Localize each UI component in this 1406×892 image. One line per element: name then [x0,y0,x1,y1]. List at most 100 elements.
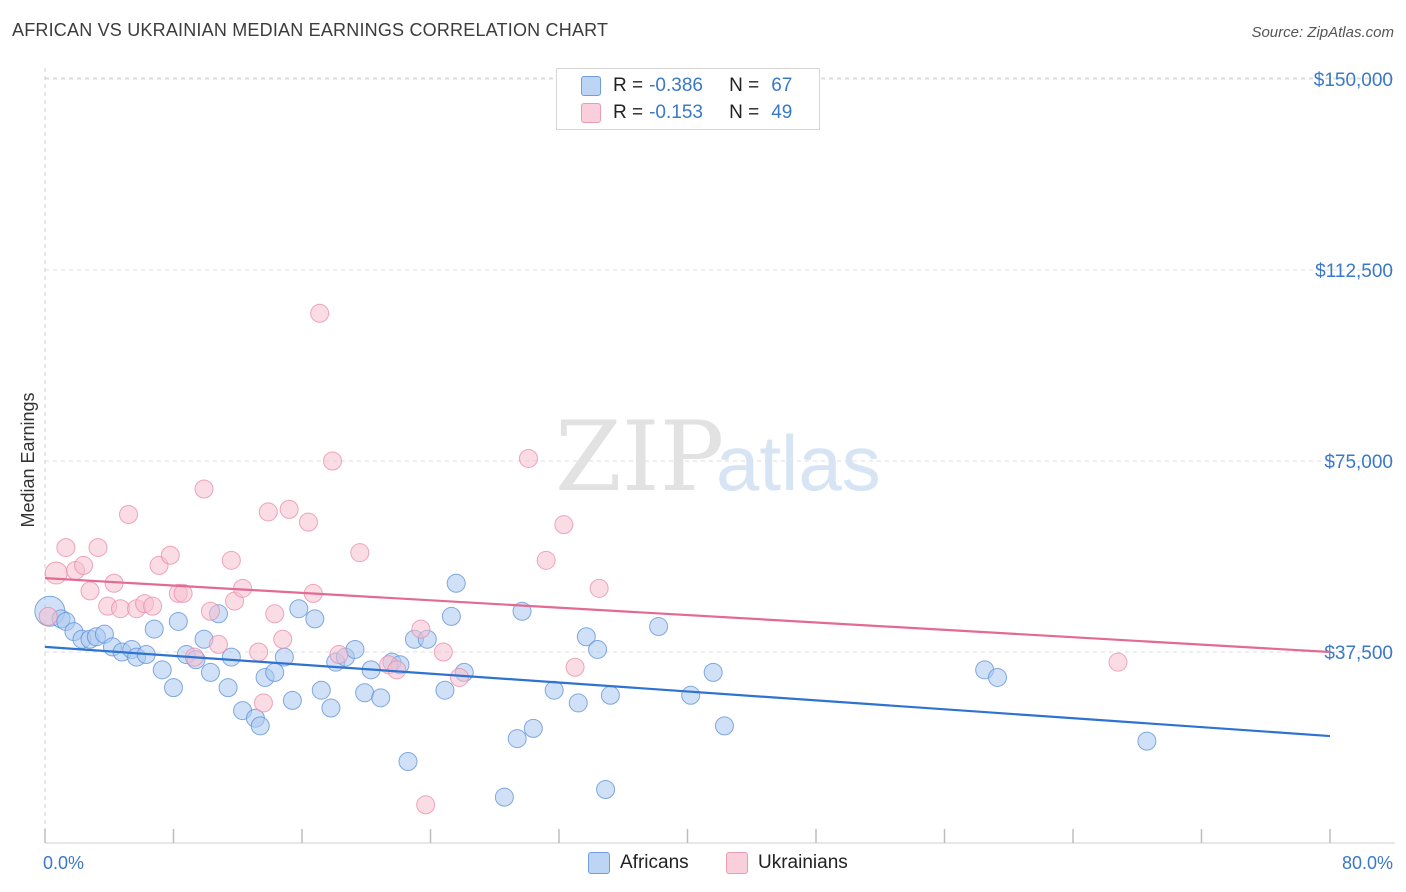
africans-point[interactable] [600,685,620,705]
africans-point[interactable] [435,680,455,700]
legend-africans[interactable]: Africans [588,852,689,874]
africans-point[interactable] [152,660,172,680]
africans-point[interactable] [345,639,365,659]
ukrainians-point[interactable] [1108,652,1128,672]
africans-point[interactable] [218,678,238,698]
africans-trend-line [44,645,1331,738]
africans-point[interactable] [988,667,1008,687]
n-label: N = [729,75,760,96]
ukrainians-point[interactable] [310,303,330,323]
watermark-zip: ZIP [555,401,724,513]
ukrainians-point[interactable] [279,499,299,519]
grid-lines [45,77,1395,653]
y-tick-label: $112,500 [1315,261,1393,282]
ukrainians-point[interactable] [565,657,585,677]
ukrainians-legend-swatch [726,852,748,874]
chart-title: AFRICAN VS UKRAINIAN MEDIAN EARNINGS COR… [12,20,609,40]
africans-point[interactable] [703,662,723,682]
ukrainians-point[interactable] [554,515,574,535]
y-tick-label: $37,500 [1324,643,1393,664]
ukrainians-point[interactable] [194,479,214,499]
ukrainians-point[interactable] [119,504,139,524]
r-value-africans: -0.386 [649,75,703,96]
africans-legend-swatch [588,852,610,874]
africans-swatch [581,76,601,96]
ukrainians-point[interactable] [518,448,538,468]
africans-point[interactable] [441,606,461,626]
africans-point[interactable] [168,611,188,631]
africans-point[interactable] [200,662,220,682]
y-tick-label: $150,000 [1314,70,1393,91]
africans-point[interactable] [714,716,734,736]
ukrainians-point[interactable] [44,561,68,585]
trend-lines [44,577,1331,738]
africans-point[interactable] [221,647,241,667]
ukrainians-point[interactable] [329,645,349,665]
r-value-ukrainians: -0.153 [649,102,703,123]
ukrainians-point[interactable] [350,543,370,563]
legend-row-africans: R = -0.386 N = 67 [581,74,792,98]
ukrainians-point[interactable] [433,642,453,662]
africans-point[interactable] [144,619,164,639]
ukrainians-point[interactable] [160,545,180,565]
africans-point[interactable] [1137,731,1157,751]
axes [44,68,1395,844]
ukrainians-point[interactable] [173,583,193,603]
ukrainians-point[interactable] [273,629,293,649]
ukrainians-legend-label: Ukrainians [758,852,848,873]
africans-point[interactable] [507,729,527,749]
africans-point[interactable] [289,599,309,619]
africans-point[interactable] [649,617,669,637]
africans-legend-label: Africans [620,852,689,873]
africans-point[interactable] [250,716,270,736]
ukrainians-point[interactable] [265,604,285,624]
ukrainians-point[interactable] [449,667,469,687]
ukrainians-point[interactable] [200,601,220,621]
r-label: R = [613,102,644,123]
ukrainians-point[interactable] [208,634,228,654]
x-tick-label-min: 0.0% [43,853,84,873]
ukrainians-point[interactable] [536,550,556,570]
ukrainians-point[interactable] [249,642,269,662]
ukrainians-point[interactable] [38,606,58,626]
africans-point[interactable] [371,688,391,708]
africans-point[interactable] [681,685,701,705]
ukrainians-point[interactable] [258,502,278,522]
ukrainians-point[interactable] [253,693,273,713]
africans-point[interactable] [265,662,285,682]
ukrainians-point[interactable] [56,538,76,558]
africans-point[interactable] [596,780,616,800]
ukrainians-point[interactable] [323,451,343,471]
ukrainians-point[interactable] [411,619,431,639]
africans-point[interactable] [544,680,564,700]
africans-point[interactable] [588,639,608,659]
africans-point[interactable] [494,787,514,807]
ukrainians-point[interactable] [74,555,94,575]
africans-point[interactable] [305,609,325,629]
legend-ukrainians[interactable]: Ukrainians [726,852,848,874]
ukrainians-point[interactable] [221,550,241,570]
africans-point[interactable] [398,752,418,772]
africans-point[interactable] [164,678,183,698]
africans-point[interactable] [523,718,543,738]
ukrainians-point[interactable] [589,578,609,598]
africans-point[interactable] [568,693,588,713]
africans-point[interactable] [321,698,341,718]
ukrainians-point[interactable] [110,599,130,619]
r-label: R = [613,75,644,96]
africans-point[interactable] [355,683,375,703]
ukrainians-point[interactable] [416,795,436,815]
ukrainians-point[interactable] [143,596,163,616]
ukrainians-point[interactable] [298,512,318,532]
n-value-ukrainians: 49 [771,102,793,123]
africans-point[interactable] [311,680,331,700]
n-value-africans: 67 [771,75,793,96]
africans-point[interactable] [282,690,302,710]
x-tick-label-max: 80.0% [1342,853,1393,873]
ukrainians-point[interactable] [88,538,108,558]
africans-point[interactable] [446,573,466,593]
ukrainians-point[interactable] [80,581,100,601]
ukrainians-points [38,303,1128,815]
africans-point[interactable] [576,627,596,647]
